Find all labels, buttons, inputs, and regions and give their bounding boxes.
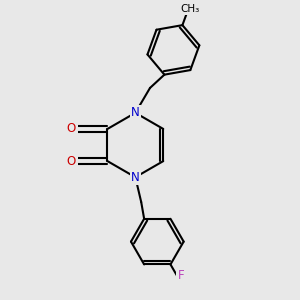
Text: O: O xyxy=(67,154,76,168)
Text: O: O xyxy=(67,122,76,135)
Text: N: N xyxy=(131,106,140,119)
Text: CH₃: CH₃ xyxy=(181,4,200,14)
Text: N: N xyxy=(131,171,140,184)
Text: F: F xyxy=(177,269,184,282)
